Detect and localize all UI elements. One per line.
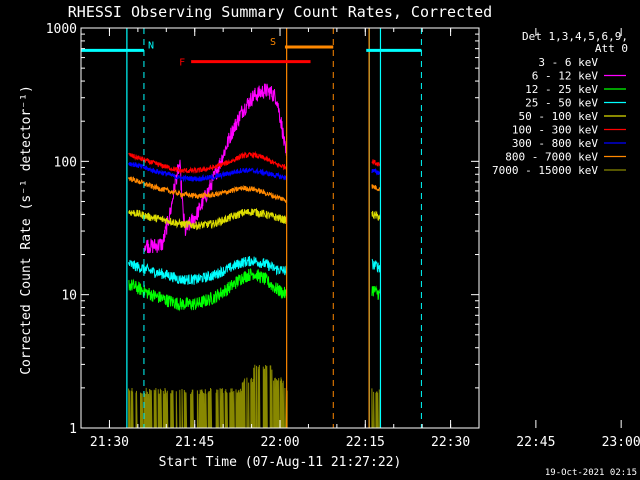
series-line-50-100-kev-seg1 [371, 210, 381, 221]
legend-entry-label-2: 12 - 25 keV [525, 83, 598, 96]
series-line-6-12-kev-seg0 [144, 83, 287, 254]
x-tick-label-1: 21:45 [175, 435, 214, 450]
series-line-3-6-kev-seg1 [371, 344, 381, 370]
series-line-25-50-kev-seg0 [128, 256, 287, 285]
legend-entry-label-1: 6 - 12 keV [532, 70, 599, 83]
legend-entry-label-8: 7000 - 15000 keV [492, 164, 598, 177]
axis-layer: 1 10 100 1000 21:30 21:45 22:00 22:15 22:30 22:45… [46, 22, 640, 450]
legend-entry-label-0: 3 - 6 keV [538, 56, 598, 69]
x-tick-label-4: 22:30 [431, 435, 470, 450]
x-axis-label: Start Time (07-Aug-11 21:27:22) [159, 455, 402, 470]
series-layer [128, 83, 381, 429]
series-line-100-300-kev-seg0 [128, 150, 287, 174]
x-tick-label-5: 22:45 [516, 435, 555, 450]
legend-entry-label-7: 800 - 7000 keV [505, 151, 598, 164]
y-axis-label: Corrected Count Rate (s⁻¹ detector⁻¹) [19, 85, 34, 375]
series-line-12-25-kev-seg0 [128, 268, 287, 312]
y-tick-label-2: 100 [54, 155, 77, 170]
legend-entry-label-4: 50 - 100 keV [519, 110, 599, 123]
series-line-800-7000-kev-seg0 [128, 176, 287, 203]
series-line-300-800-kev-seg1 [371, 167, 381, 176]
series-line-100-300-kev-seg1 [371, 159, 381, 167]
series-line-50-100-kev-seg0 [128, 208, 287, 231]
legend-entry-label-6: 300 - 800 keV [512, 137, 598, 150]
series-line-300-800-kev-seg0 [128, 161, 287, 183]
timestamp: 19-Oct-2021 02:15 [545, 468, 637, 478]
series-line-12-25-kev-seg1 [371, 285, 381, 300]
x-tick-label-2: 22:00 [260, 435, 299, 450]
x-tick-label-6: 23:00 [602, 435, 640, 450]
x-tick-label-0: 21:30 [90, 435, 129, 450]
plot-frame [80, 27, 480, 429]
legend-header-line-0: Det 1,3,4,5,6,9, [522, 30, 628, 43]
flag-label-S: S [270, 37, 276, 48]
series-line-25-50-kev-seg1 [371, 258, 381, 274]
series-line-7000-15000-kev-seg1 [371, 388, 380, 429]
legend-entry-label-5: 100 - 300 keV [512, 124, 598, 137]
overlay-layer: N F S [80, 28, 422, 428]
legend-entry-label-3: 25 - 50 keV [525, 97, 598, 110]
flag-label-N: N [148, 40, 154, 51]
y-tick-label-3: 1000 [46, 22, 77, 37]
y-tick-label-1: 10 [61, 289, 77, 304]
legend-header-line-1: Att 0 [595, 42, 628, 55]
flag-label-F: F [179, 58, 185, 69]
y-tick-label-0: 1 [69, 422, 77, 437]
series-line-7000-15000-kev-seg0 [128, 364, 288, 429]
chart-title: RHESSI Observing Summary Count Rates, Co… [68, 3, 492, 21]
x-tick-label-3: 22:15 [346, 435, 385, 450]
series-line-800-7000-kev-seg1 [371, 184, 381, 192]
